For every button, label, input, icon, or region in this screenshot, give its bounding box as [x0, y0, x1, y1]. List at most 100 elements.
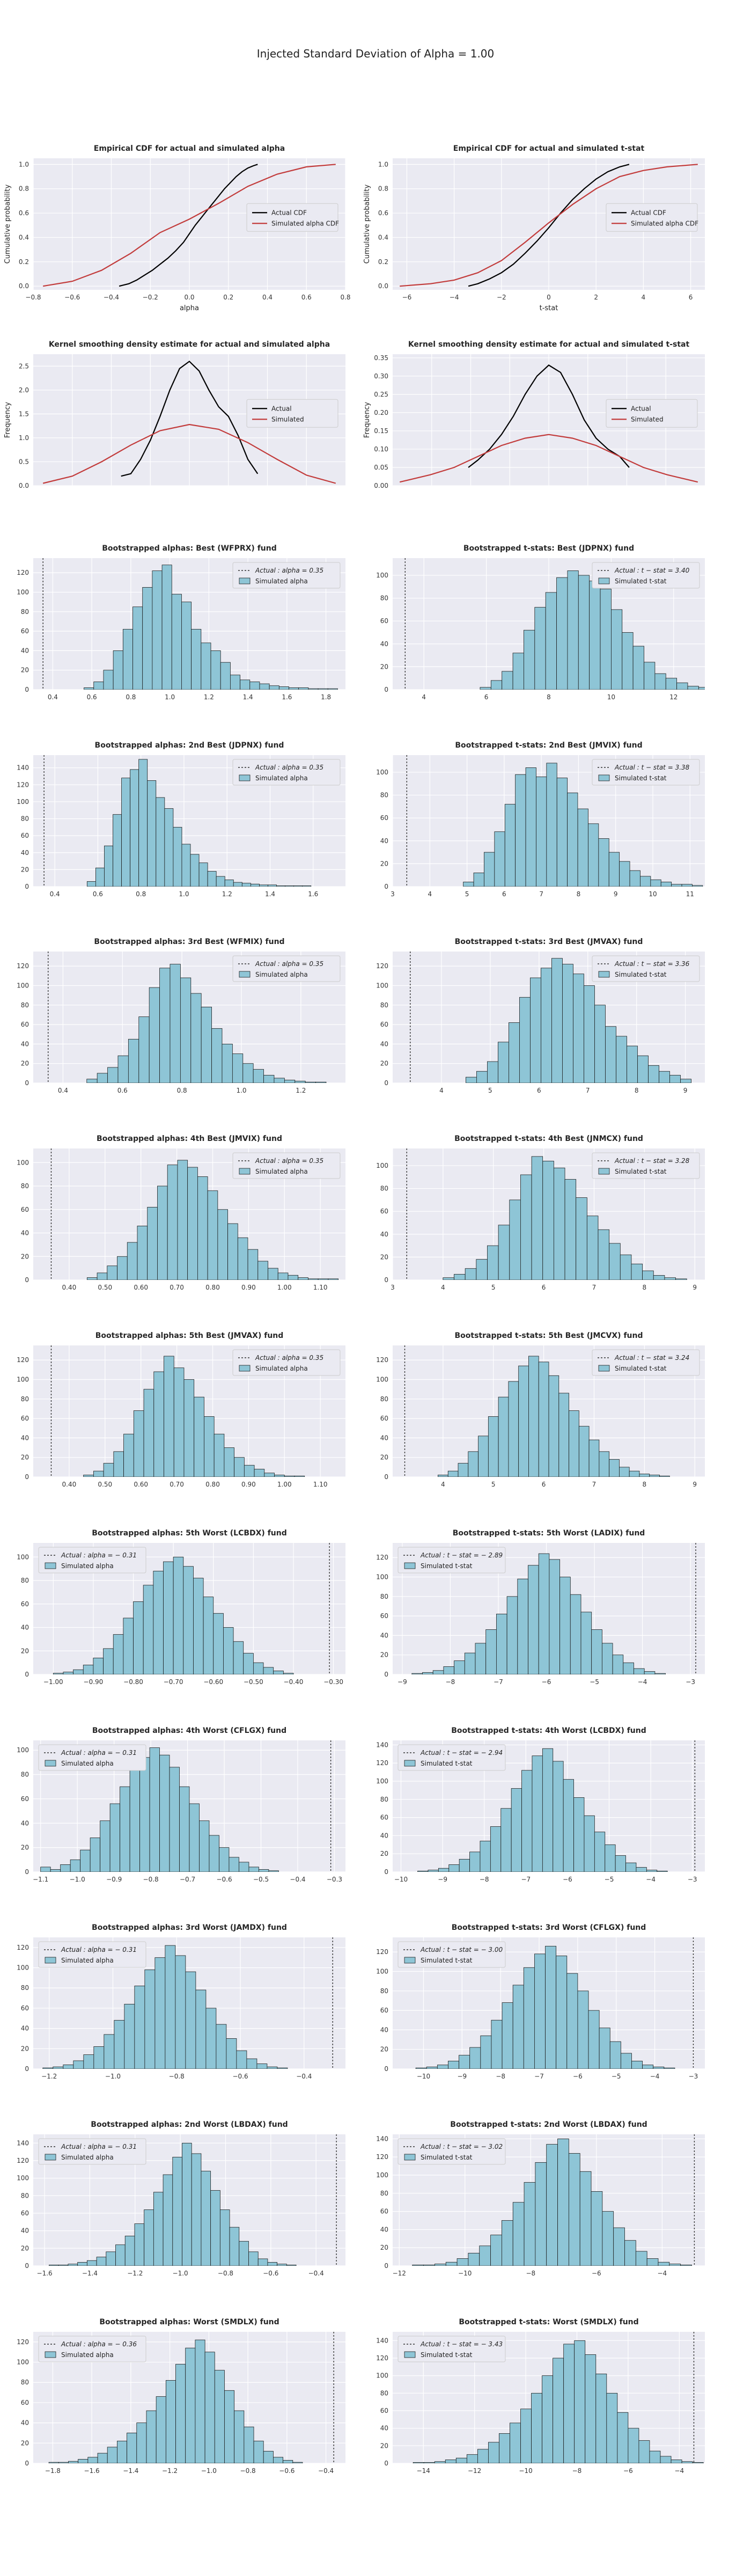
- histogram-bar: [498, 1042, 509, 1083]
- histogram-bar: [665, 678, 678, 690]
- y-tick-label: 120: [17, 781, 29, 788]
- histogram-bar: [584, 1815, 595, 1872]
- y-tick-label: 1.0: [19, 434, 29, 442]
- x-tick-label: −0.4: [104, 294, 119, 301]
- histogram-bar: [203, 1597, 214, 1674]
- histogram-bar: [83, 2054, 94, 2069]
- histogram-bar: [165, 1945, 176, 2069]
- histogram-bar: [625, 1862, 637, 1872]
- histogram-bar: [549, 1559, 560, 1674]
- x-tick-label: 0.60: [134, 1284, 148, 1291]
- x-tick-label: 0.6: [87, 693, 97, 701]
- histogram-bar: [567, 792, 578, 887]
- histogram-bar: [588, 2010, 600, 2069]
- chart-panel-22: Bootstrapped alphas: Worst (SMDLX) fund 0…: [17, 2318, 345, 2475]
- histogram-bar: [510, 2423, 521, 2463]
- histogram-bar: [216, 2024, 227, 2069]
- legend-marker-label: Actual : alpha = − 0.31: [61, 1946, 137, 1953]
- histogram-bar: [654, 673, 666, 690]
- histogram-bar: [199, 1820, 210, 1872]
- histogram-bar: [480, 687, 491, 690]
- y-tick-label: 100: [376, 982, 388, 990]
- x-tick-label: −7: [494, 1678, 503, 1686]
- histogram-bar: [480, 2035, 492, 2069]
- y-tick-label: 100: [17, 982, 29, 990]
- y-tick-label: 0: [384, 883, 388, 890]
- legend-box: [592, 1349, 700, 1376]
- histogram-bar: [536, 777, 547, 887]
- x-tick-label: −10: [417, 2073, 430, 2080]
- histogram-bar: [595, 2373, 607, 2463]
- histogram-bar: [464, 1652, 476, 1674]
- y-tick-label: 100: [376, 1162, 388, 1169]
- chart-title: Bootstrapped alphas: Worst (SMDLX) fund: [99, 2318, 279, 2326]
- chart-panel-6: Bootstrapped alphas: 2nd Best (JDPNX) fu…: [17, 741, 345, 898]
- chart-title: Bootstrapped t-stats: 2nd Worst (LBDAX) …: [450, 2120, 647, 2129]
- x-tick-label: −9: [438, 1876, 447, 1883]
- legend-bar-swatch: [239, 1168, 251, 1175]
- y-tick-label: 20: [21, 1060, 29, 1067]
- histogram-bar: [545, 592, 557, 690]
- x-tick-label: 1.8: [321, 693, 331, 701]
- histogram-bar: [233, 882, 242, 887]
- histogram-bar: [283, 1673, 294, 1674]
- x-tick-label: −10: [519, 2467, 532, 2475]
- histogram-bar: [628, 2428, 639, 2463]
- chart-panel-8: Bootstrapped alphas: 3rd Best (WFMIX) fu…: [17, 938, 345, 1094]
- histogram-bar: [213, 1613, 224, 1674]
- histogram-bar: [73, 2060, 84, 2069]
- legend-box: [232, 562, 341, 589]
- x-tick-label: −0.6: [216, 1876, 232, 1883]
- histogram-bar: [171, 594, 182, 690]
- x-tick-label: −0.4: [318, 2467, 334, 2475]
- histogram-bar: [132, 606, 143, 690]
- histogram-bar: [263, 1667, 274, 1674]
- y-tick-label: 20: [21, 1253, 29, 1260]
- histogram-bar: [585, 2354, 597, 2463]
- histogram-bar: [466, 2454, 478, 2463]
- histogram-bar: [210, 2190, 220, 2266]
- x-tick-label: −6: [542, 1678, 551, 1686]
- histogram-bar: [660, 2456, 672, 2463]
- y-tick-label: 0: [384, 2262, 388, 2270]
- x-tick-label: 4: [439, 1087, 444, 1094]
- histogram-bar: [468, 2252, 480, 2266]
- y-tick-label: 20: [380, 2046, 388, 2053]
- histogram-bar: [422, 1672, 433, 1674]
- histogram-bar: [143, 1389, 154, 1477]
- histogram-bar: [195, 1989, 207, 2069]
- x-tick-label: 7: [592, 1284, 597, 1291]
- legend-marker-label: Actual : alpha = 0.35: [255, 960, 323, 968]
- x-tick-label: −8: [572, 2467, 582, 2475]
- histogram-bar: [642, 1270, 654, 1280]
- x-tick-label: −1.2: [127, 2270, 143, 2277]
- histogram-bar: [103, 1463, 114, 1477]
- histogram-bar: [156, 797, 165, 887]
- histogram-bar: [660, 882, 672, 887]
- x-tick-label: 0.40: [62, 1284, 77, 1291]
- x-tick-label: 0.90: [241, 1481, 256, 1488]
- x-tick-label: −1.2: [41, 2073, 57, 2080]
- histogram-bar: [175, 1955, 186, 2069]
- histogram-bar: [490, 680, 503, 690]
- y-tick-label: 80: [380, 595, 388, 602]
- y-tick-label: 120: [376, 2153, 388, 2161]
- histogram-bar: [520, 1174, 532, 1280]
- histogram-bar: [443, 1666, 455, 1674]
- histogram-bar: [161, 565, 172, 690]
- y-tick-label: 120: [17, 2157, 29, 2164]
- y-tick-label: 20: [380, 2244, 388, 2251]
- histogram-bar: [209, 1835, 219, 1872]
- histogram-bar: [185, 2347, 196, 2463]
- histogram-bar: [276, 885, 286, 887]
- histogram-bar: [562, 964, 573, 1083]
- x-tick-label: −4: [646, 1876, 656, 1883]
- y-tick-label: 120: [376, 2354, 388, 2362]
- y-tick-label: 20: [21, 2439, 29, 2447]
- histogram-bar: [233, 1641, 244, 1674]
- chart-title: Kernel smoothing density estimate for ac…: [408, 340, 690, 349]
- histogram-bar: [229, 2227, 240, 2266]
- histogram-bar: [455, 2457, 467, 2463]
- y-tick-label: 60: [380, 1208, 388, 1215]
- histogram-bar: [615, 1855, 626, 1872]
